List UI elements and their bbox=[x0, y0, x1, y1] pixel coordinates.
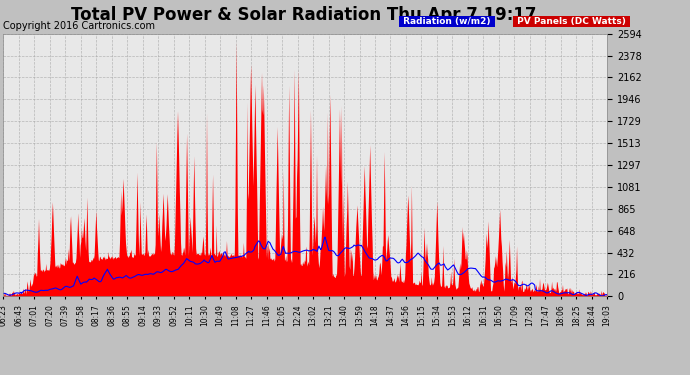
Text: PV Panels (DC Watts): PV Panels (DC Watts) bbox=[514, 17, 629, 26]
Text: Radiation (w/m2): Radiation (w/m2) bbox=[400, 17, 494, 26]
Text: Copyright 2016 Cartronics.com: Copyright 2016 Cartronics.com bbox=[3, 21, 155, 31]
Text: Total PV Power & Solar Radiation Thu Apr 7 19:17: Total PV Power & Solar Radiation Thu Apr… bbox=[71, 6, 536, 24]
